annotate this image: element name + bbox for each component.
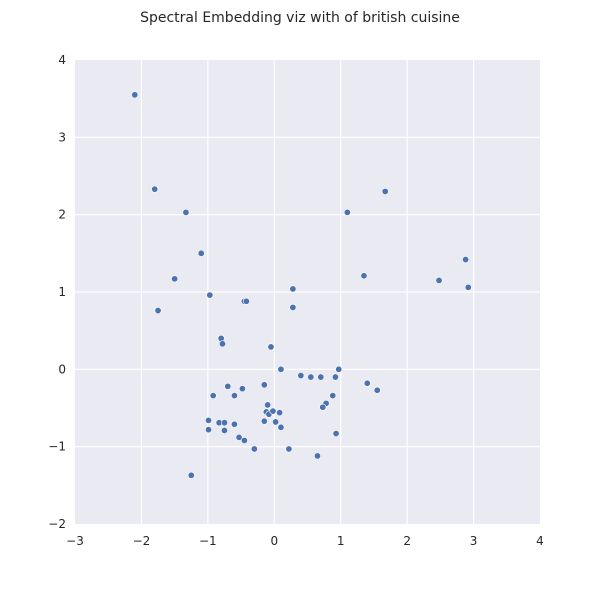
scatter-point [220,419,228,427]
scatter-point [197,249,205,257]
scatter-point [264,401,272,409]
x-tick-label: −2 [133,534,151,548]
scatter-point [307,373,315,381]
y-tick-label: 1 [58,285,66,299]
scatter-point [381,187,389,195]
scatter-point [151,185,159,193]
x-tick-label: 0 [270,534,278,548]
scatter-point [289,303,297,311]
x-tick-label: 2 [403,534,411,548]
chart-title: Spectral Embedding viz with of british c… [140,10,460,26]
scatter-point [331,373,339,381]
scatter-point [363,379,371,387]
x-tick-label: −1 [199,534,217,548]
scatter-point [267,343,275,351]
scatter-point [289,285,297,293]
scatter-point [319,403,327,411]
scatter-point [230,420,238,428]
scatter-point [240,436,248,444]
scatter-point [277,423,285,431]
y-tick-label: 2 [58,208,66,222]
scatter-point [220,426,228,434]
scatter-point [276,409,284,417]
scatter-point [230,392,238,400]
y-tick-label: 4 [58,53,66,67]
scatter-point [131,91,139,99]
data-points [131,91,472,479]
scatter-point [272,418,280,426]
scatter-point [250,445,258,453]
scatter-point [171,275,179,283]
x-tick-label: 1 [337,534,345,548]
scatter-point [464,283,472,291]
scatter-point [187,471,195,479]
scatter-point [182,208,190,216]
scatter-point [205,416,213,424]
scatter-point [329,392,337,400]
scatter-point [235,433,243,441]
scatter-point [206,291,214,299]
scatter-point [205,426,213,434]
scatter-point [154,307,162,315]
scatter-point [332,430,340,438]
y-tick-label: −1 [48,440,66,454]
y-tick-label: 3 [58,130,66,144]
y-tick-label: 0 [58,362,66,376]
scatter-point [218,340,226,348]
scatter-point [224,382,232,390]
scatter-point [317,373,325,381]
scatter-point [260,381,268,389]
y-tick-label: −2 [48,517,66,531]
scatter-point [297,372,305,380]
scatter-point [209,392,217,400]
scatter-point [335,365,343,373]
scatter-point [360,272,368,280]
scatter-point [435,276,443,284]
x-tick-label: 3 [470,534,478,548]
scatter-point [343,208,351,216]
grid-lines [75,60,540,524]
scatter-point [285,445,293,453]
x-tick-label: 4 [536,534,544,548]
scatter-point [373,386,381,394]
scatter-point [313,452,321,460]
scatter-point [269,407,277,415]
scatter-point [462,256,470,264]
scatter-point [238,385,246,393]
scatter-point [277,365,285,373]
scatter-point [242,297,250,305]
x-tick-label: −3 [66,534,84,548]
scatter-point [260,417,268,425]
